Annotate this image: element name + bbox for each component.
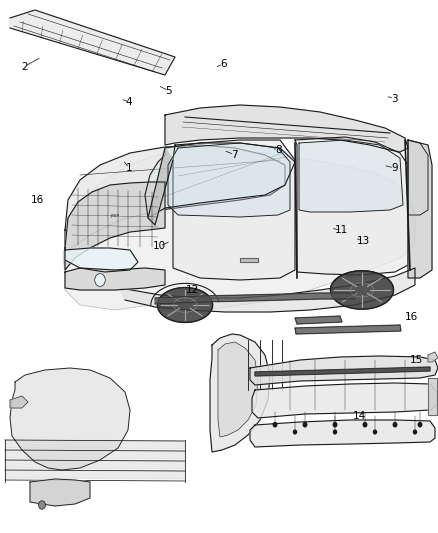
Polygon shape xyxy=(408,140,432,278)
Polygon shape xyxy=(408,140,428,215)
Polygon shape xyxy=(120,268,415,312)
Circle shape xyxy=(393,423,397,427)
Text: 3: 3 xyxy=(391,94,398,103)
Polygon shape xyxy=(299,140,403,212)
Polygon shape xyxy=(428,378,437,415)
Text: 2: 2 xyxy=(21,62,28,71)
Polygon shape xyxy=(331,271,393,309)
Bar xyxy=(240,259,258,262)
Polygon shape xyxy=(295,316,342,324)
Polygon shape xyxy=(148,148,173,225)
Circle shape xyxy=(374,430,377,434)
Text: 9: 9 xyxy=(391,163,398,173)
Circle shape xyxy=(333,430,336,434)
Text: JEEP: JEEP xyxy=(110,214,120,218)
Text: 15: 15 xyxy=(410,355,423,365)
Text: 11: 11 xyxy=(335,225,348,235)
Circle shape xyxy=(293,430,297,434)
Text: 16: 16 xyxy=(31,195,44,205)
Text: 13: 13 xyxy=(357,236,370,246)
Polygon shape xyxy=(165,105,408,152)
Polygon shape xyxy=(255,367,430,376)
Polygon shape xyxy=(145,143,295,218)
Polygon shape xyxy=(173,140,295,280)
Polygon shape xyxy=(295,137,408,275)
Polygon shape xyxy=(168,143,290,217)
Text: 16: 16 xyxy=(405,312,418,322)
Circle shape xyxy=(413,430,417,434)
Polygon shape xyxy=(10,368,130,470)
Circle shape xyxy=(39,500,46,509)
Text: 14: 14 xyxy=(353,411,366,421)
Polygon shape xyxy=(63,148,415,310)
Text: 7: 7 xyxy=(231,150,238,159)
Circle shape xyxy=(273,423,277,427)
Polygon shape xyxy=(250,356,438,385)
Text: 8: 8 xyxy=(275,146,282,155)
Circle shape xyxy=(95,273,105,286)
Polygon shape xyxy=(10,10,175,75)
Polygon shape xyxy=(65,248,138,272)
Polygon shape xyxy=(428,352,438,362)
Circle shape xyxy=(333,423,337,427)
Circle shape xyxy=(363,423,367,427)
Polygon shape xyxy=(218,342,258,437)
Polygon shape xyxy=(5,460,185,469)
Polygon shape xyxy=(157,287,212,322)
Text: 4: 4 xyxy=(126,98,133,107)
Polygon shape xyxy=(5,470,185,479)
Polygon shape xyxy=(5,450,185,459)
Bar xyxy=(240,259,258,262)
Polygon shape xyxy=(250,420,435,447)
Polygon shape xyxy=(155,293,355,304)
Polygon shape xyxy=(210,334,270,452)
Circle shape xyxy=(418,423,422,427)
Polygon shape xyxy=(10,396,28,408)
Polygon shape xyxy=(252,383,437,418)
Polygon shape xyxy=(5,440,185,449)
Polygon shape xyxy=(65,145,285,265)
Polygon shape xyxy=(65,182,165,270)
Text: 12: 12 xyxy=(186,286,199,295)
Polygon shape xyxy=(65,268,165,290)
Polygon shape xyxy=(30,479,90,506)
Text: 10: 10 xyxy=(153,241,166,251)
Text: 1: 1 xyxy=(126,163,133,173)
Circle shape xyxy=(303,423,307,427)
Text: 5: 5 xyxy=(165,86,172,95)
Polygon shape xyxy=(295,325,401,334)
Text: 6: 6 xyxy=(220,59,227,69)
